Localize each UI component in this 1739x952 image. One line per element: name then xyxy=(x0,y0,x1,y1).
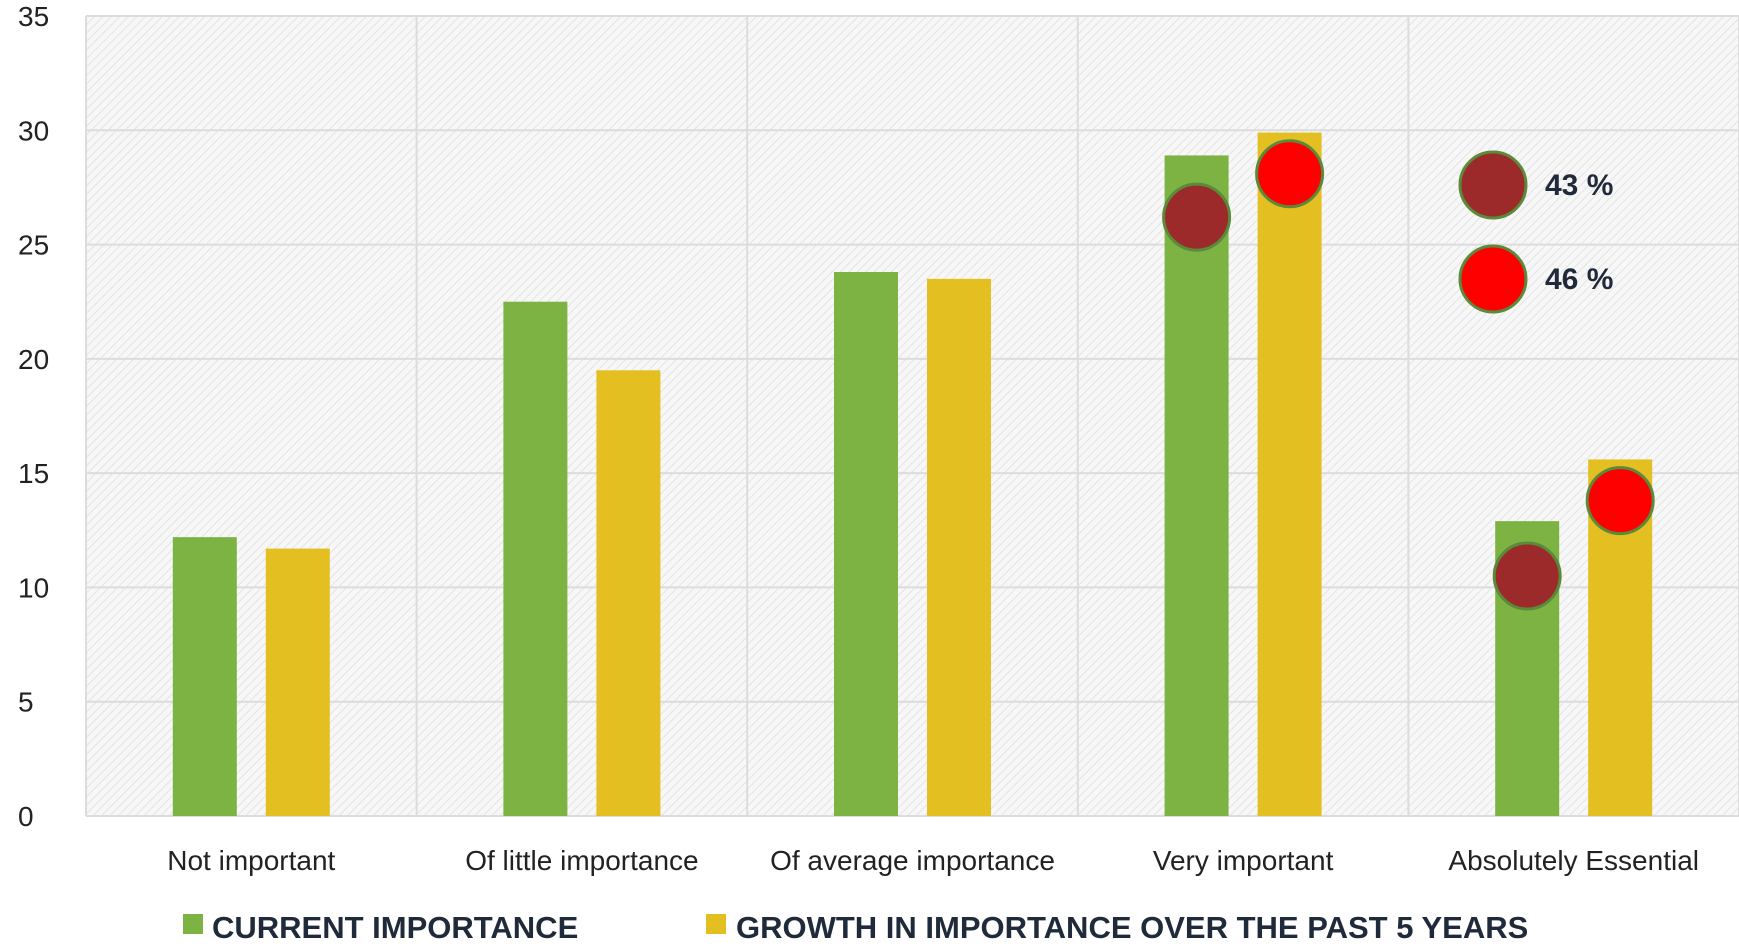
bar xyxy=(596,370,661,816)
gridlines xyxy=(85,15,1739,817)
y-tick-label: 0 xyxy=(18,801,34,832)
y-tick-label: 5 xyxy=(18,687,34,718)
y-axis-tick-labels: 0 5 10 15 20 25 30 35 xyxy=(18,1,49,832)
bars xyxy=(172,132,1653,817)
bar xyxy=(927,278,991,816)
x-axis-category-labels: Not important Of little importance Of aver… xyxy=(167,845,1699,876)
legend: CURRENT IMPORTANCE GROWTH IN IMPORTANCE … xyxy=(183,910,1528,945)
y-tick-label: 15 xyxy=(18,458,49,489)
plot-area xyxy=(86,16,1739,816)
x-category-label: Of average importance xyxy=(770,845,1055,876)
annotation-label: 46 % xyxy=(1545,263,1613,296)
x-category-label: Of little importance xyxy=(465,845,698,876)
x-category-label: Absolutely Essential xyxy=(1448,845,1699,876)
x-category-label: Not important xyxy=(167,845,335,876)
annotations: 43 % 46 % xyxy=(1458,150,1613,314)
marker-dot xyxy=(1585,466,1655,536)
legend-swatch-growth xyxy=(706,914,726,934)
y-tick-label: 35 xyxy=(18,1,49,32)
marker-dot xyxy=(1492,541,1562,611)
annotation-dot xyxy=(1458,244,1528,314)
annotation-label: 43 % xyxy=(1545,169,1613,202)
legend-label-growth: GROWTH IN IMPORTANCE OVER THE PAST 5 YEA… xyxy=(736,910,1528,945)
markers xyxy=(1162,139,1655,611)
bar xyxy=(172,537,237,816)
y-tick-label: 20 xyxy=(18,344,49,375)
bar xyxy=(834,272,898,816)
marker-dot xyxy=(1162,182,1232,252)
annotation-dot xyxy=(1458,150,1528,220)
y-tick-label: 10 xyxy=(18,572,49,603)
bar xyxy=(265,548,330,816)
y-tick-label: 30 xyxy=(18,115,49,146)
bar xyxy=(1257,132,1322,817)
marker-dot xyxy=(1255,139,1325,209)
x-category-label: Very important xyxy=(1153,845,1334,876)
bar xyxy=(1164,155,1229,816)
bar xyxy=(503,301,568,816)
legend-swatch-current xyxy=(183,914,203,934)
y-tick-label: 25 xyxy=(18,230,49,261)
legend-label-current: CURRENT IMPORTANCE xyxy=(212,910,578,945)
